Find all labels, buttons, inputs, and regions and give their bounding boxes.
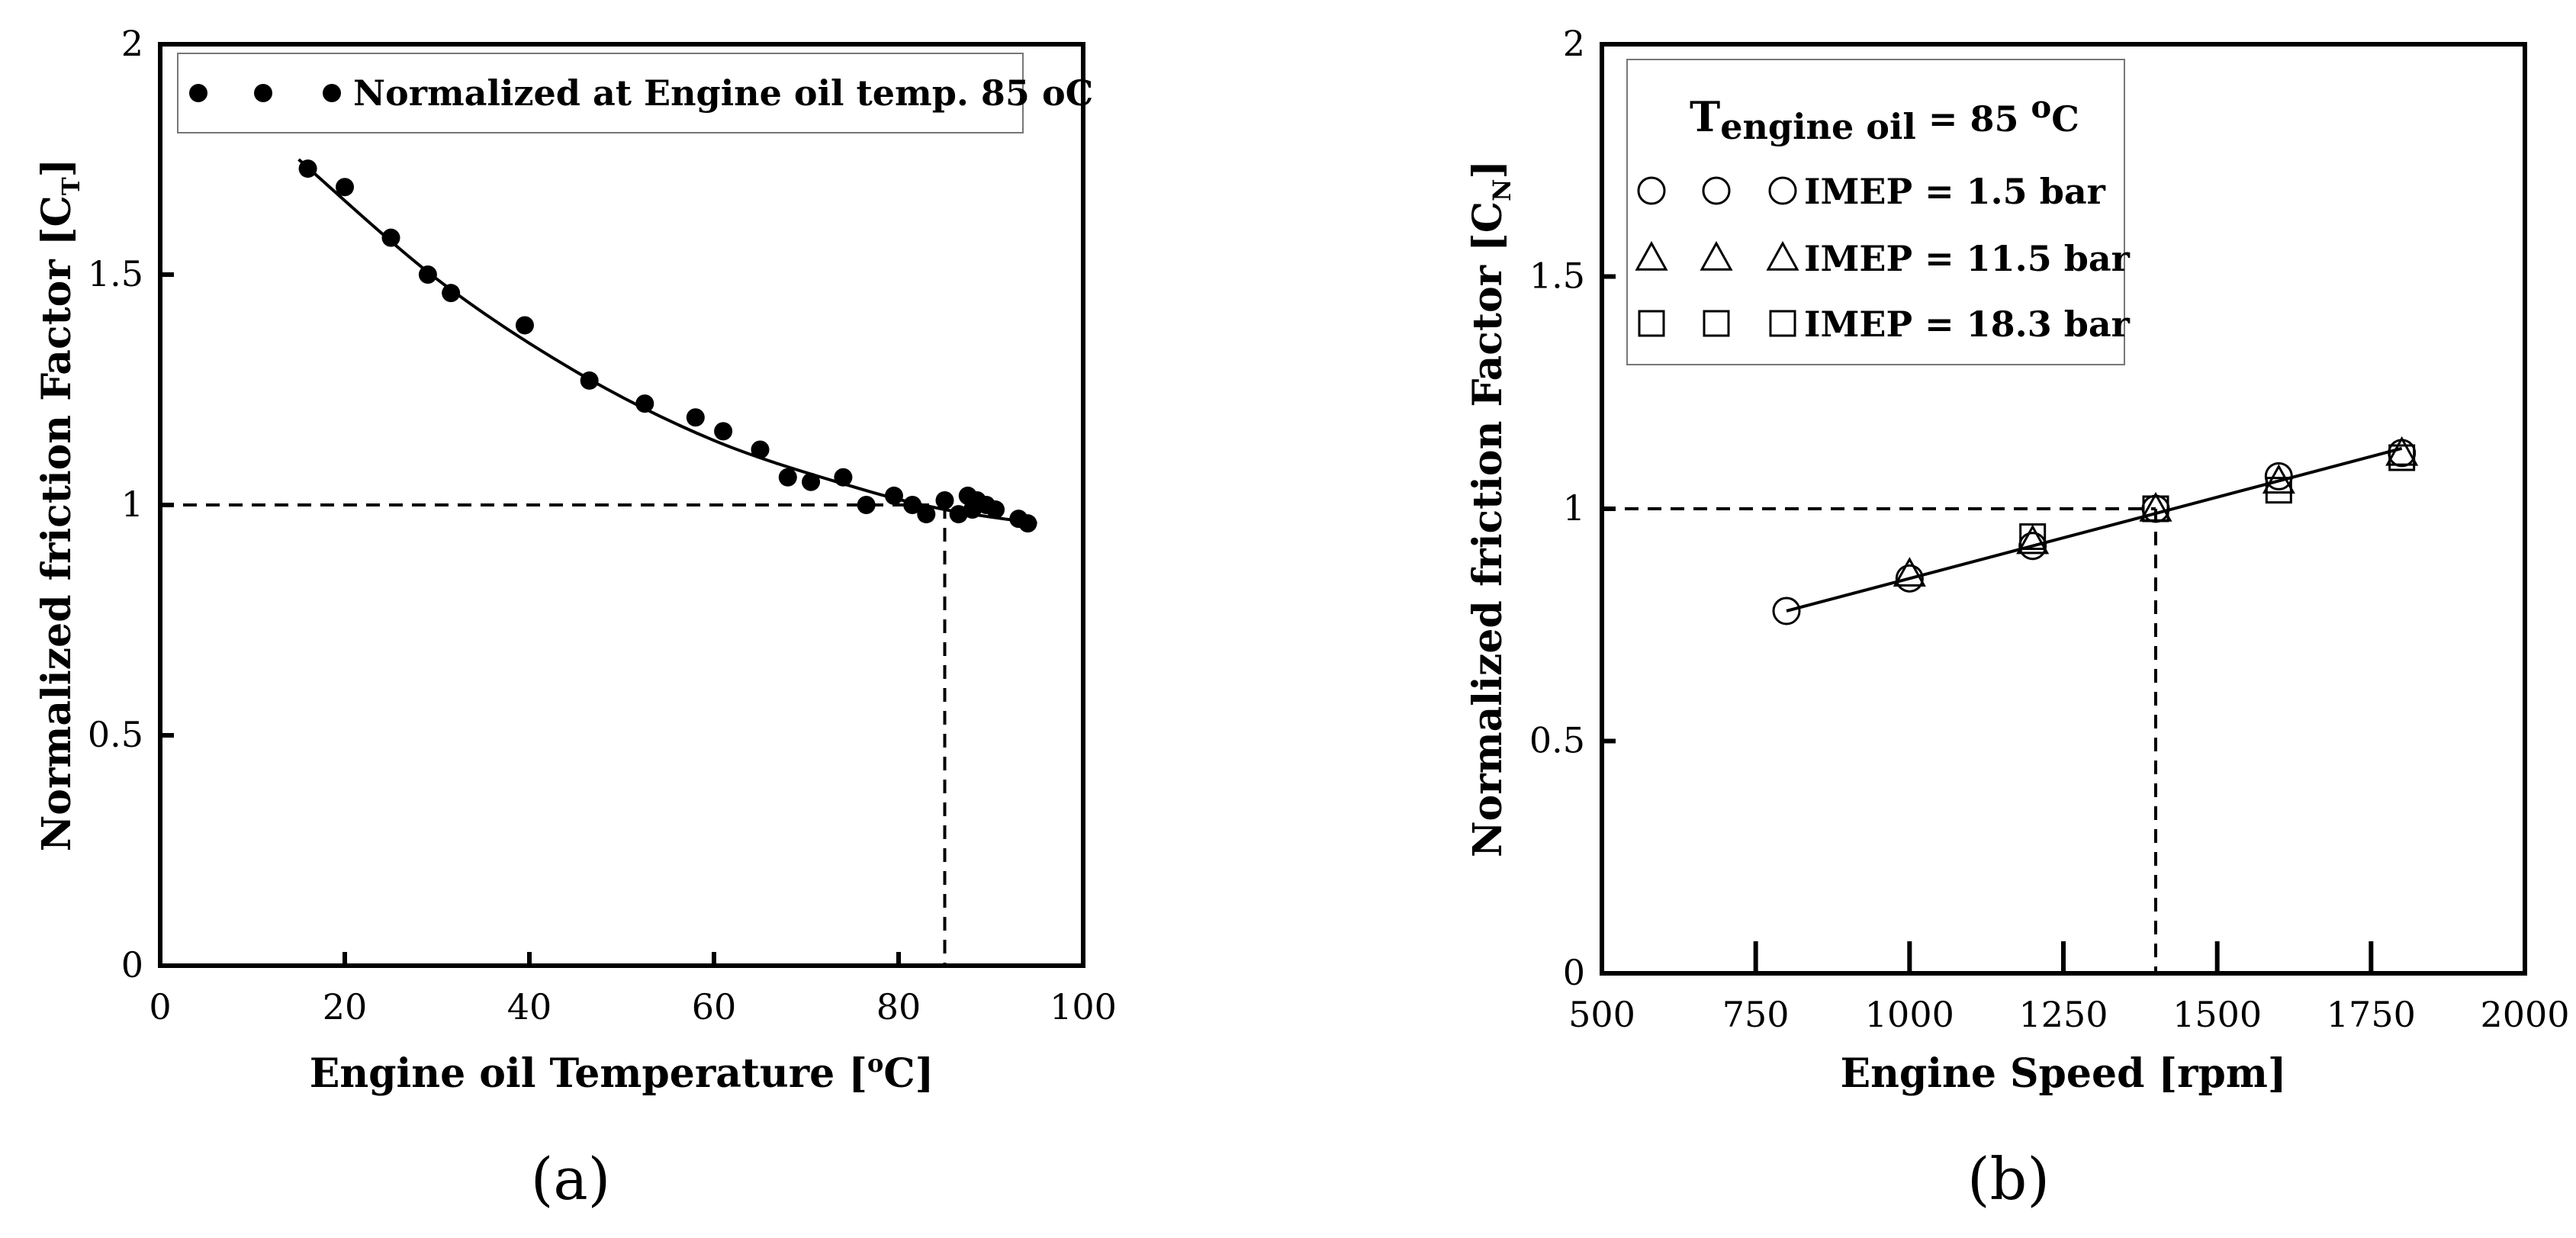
panel-a-x-tick-label: 60 [692, 986, 737, 1027]
panel-b-legend-marker [1638, 310, 1665, 337]
panel-b-data-point [2019, 523, 2047, 551]
panel-a-data-point [580, 371, 599, 390]
panel-b-legend-marker [1702, 176, 1731, 205]
panel-b-x-tick-label: 1750 [2327, 994, 2416, 1035]
panel-a-plot-frame [158, 42, 1085, 968]
panel-a-y-tick-label: 1 [121, 484, 143, 525]
panel-a-data-point [381, 228, 400, 247]
panel-a-data-point [834, 468, 853, 487]
panel-b-legend: Tengine oil = 85 oC IMEP = 1.5 bar IMEP = … [1626, 59, 2131, 365]
panel-a-data-point [442, 284, 461, 303]
panel-b-x-axis-title: Engine Speed [rpm] [1840, 1050, 2286, 1097]
panel-a-fit-curve [297, 158, 1037, 526]
panel-b-legend-marker [1703, 310, 1730, 337]
panel-a-legend-marker [323, 84, 341, 102]
panel-a-data-point [884, 486, 903, 505]
panel-a-legend-marker [189, 84, 207, 102]
panel-a-data-point [857, 496, 876, 514]
panel-a-data-point [935, 490, 954, 510]
panel-a-label: (a) [531, 1145, 611, 1213]
panel-a-legend-box [177, 53, 1024, 133]
panel-a-data-point [917, 505, 936, 524]
panel-a-legend-marker [254, 84, 272, 102]
panel-a-data-point [751, 440, 770, 459]
panel-b-legend-title: Tengine oil = 85 oC [1690, 89, 2079, 147]
panel-b-data-point [2388, 444, 2416, 471]
panel-b-x-tick-label: 750 [1722, 994, 1790, 1035]
panel-b-y-tick-label: 1 [1563, 487, 1585, 529]
panel-b-y-tick-label: 2 [1563, 23, 1585, 64]
panel-b-data-point [2262, 464, 2295, 494]
panel-a-legend-label: Normalized at Engine oil temp. 85 oC [353, 72, 1093, 114]
panel-b-data-point [2016, 524, 2050, 555]
panel-b-legend-label: IMEP = 18.3 bar [1804, 304, 2131, 345]
panel-a-chart: Normalized at Engine oil temp. 85 oC 0 20… [34, 23, 1117, 1213]
panel-b-data-point [1893, 557, 1926, 587]
panel-a-data-point [298, 159, 317, 178]
panel-a-data-point [802, 472, 821, 491]
panel-b-label: (b) [1967, 1145, 2050, 1213]
panel-b-x-tick-label: 1500 [2172, 994, 2262, 1035]
panel-b-data-point [2385, 436, 2419, 466]
panel-a-x-tick-label: 80 [876, 986, 921, 1027]
panel-a-data-point [686, 408, 705, 427]
panel-a-legend: Normalized at Engine oil temp. 85 oC [177, 53, 1093, 133]
panel-b-legend-marker [1766, 240, 1799, 271]
panel-b-x-tick-label: 500 [1568, 994, 1635, 1035]
panel-b-fit-line [1786, 446, 2403, 613]
panel-a-y-tick-label: 0.5 [88, 714, 143, 755]
panel-b-x-tick-label: 2000 [2480, 994, 2569, 1035]
panel-a-data-point [949, 505, 968, 524]
panel-a-data-point [336, 178, 354, 197]
panel-a-x-tick-label: 0 [149, 986, 171, 1027]
panel-b-x-tick-label: 1000 [1865, 994, 1954, 1035]
panel-b-data-point [2265, 477, 2292, 504]
panel-b-legend-label: IMEP = 11.5 bar [1804, 238, 2131, 279]
panel-b-legend-label: IMEP = 1.5 bar [1804, 171, 2106, 212]
panel-a-x-axis-title: Engine oil Temperature [oC] [310, 1049, 934, 1097]
panel-b-legend-marker [1637, 176, 1666, 205]
panel-b-legend-marker [1769, 310, 1796, 337]
panel-a-data-point [986, 500, 1005, 519]
panel-b-legend-marker [1700, 240, 1733, 271]
panel-b-data-point [1772, 596, 1801, 625]
panel-b-legend-marker [1635, 240, 1668, 271]
panel-a-y-tick-label: 2 [121, 23, 143, 64]
panel-a-data-point [903, 496, 922, 514]
panel-a-data-point [1018, 514, 1037, 533]
panel-b-legend-box [1626, 59, 2125, 365]
panel-b-chart: Tengine oil = 85 oC IMEP = 1.5 bar IMEP = … [1465, 23, 2570, 1213]
panel-b-data-point [1895, 564, 1924, 593]
panel-a-x-tick-label: 20 [323, 986, 368, 1027]
panel-b-data-point [2142, 495, 2169, 523]
panel-a-y-axis-title: Normalized friction Factor [CT] [34, 159, 85, 852]
panel-a-data-point [418, 265, 437, 284]
panel-a-data-point [515, 316, 534, 335]
panel-a-y-tick-label: 0 [121, 944, 143, 986]
panel-a-y-tick-label: 1.5 [88, 253, 143, 294]
panel-a-x-tick-label: 40 [507, 986, 552, 1027]
panel-a-data-point [635, 394, 654, 413]
panel-b-y-axis-title: Normalized friction Factor [CN] [1465, 160, 1516, 857]
panel-b-y-tick-label: 0 [1563, 952, 1585, 993]
panel-b-data-point [2264, 461, 2293, 490]
panel-a-data-point [778, 468, 797, 487]
panel-b-y-tick-label: 0.5 [1529, 720, 1585, 761]
panel-b-x-tick-label: 1250 [2018, 994, 2108, 1035]
panel-a-data-point [714, 422, 733, 441]
panel-b-legend-marker [1768, 176, 1797, 205]
panel-b-plot-frame [1600, 42, 2527, 976]
panel-a-x-tick-label: 100 [1050, 986, 1117, 1027]
panel-b-y-tick-label: 1.5 [1529, 256, 1585, 297]
